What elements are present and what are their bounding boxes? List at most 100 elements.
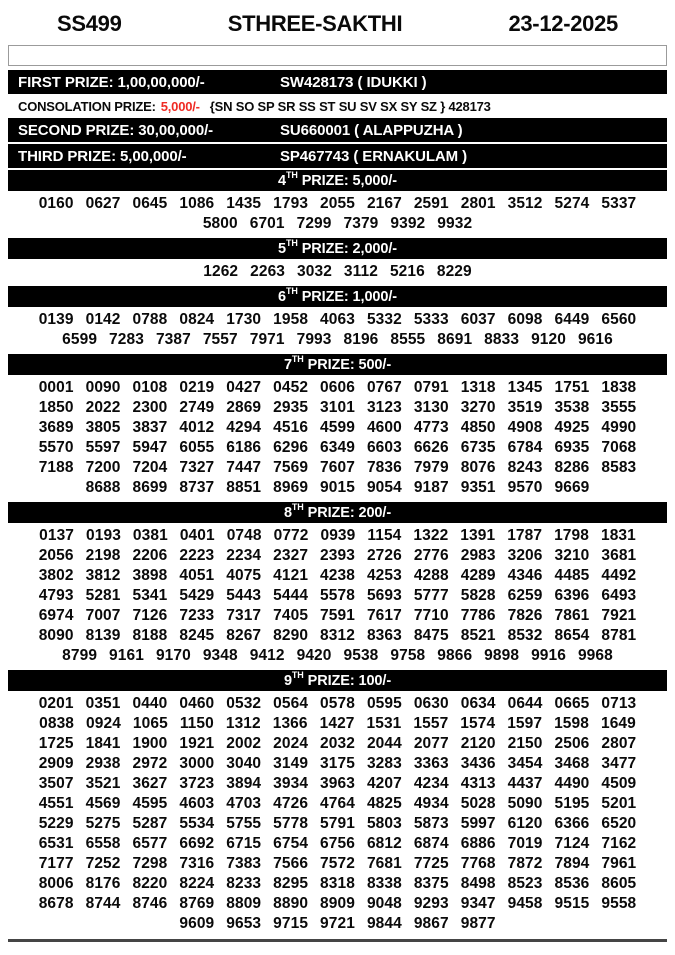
ticket-number: 7725 [413,855,449,872]
ticket-number: 4595 [132,795,168,812]
ticket-number: 8076 [460,459,496,476]
ticket-number: 6974 [38,607,74,624]
ticket-number: 6603 [366,439,402,456]
ticket-number: 9458 [507,895,543,912]
ticket-number: 3175 [320,755,355,772]
ticket-number: 1730 [226,311,262,328]
number-row: 7188 7200 7204 7327 7447 7569 7607 7836 7979 8076… [8,458,667,478]
ticket-number: 8737 [179,479,215,496]
ticket-number: 3805 [85,419,121,436]
ticket-number: 4850 [460,419,496,436]
ticket-number: 6692 [179,835,215,852]
ticket-number: 2077 [413,735,449,752]
prize-section-header: 9TH PRIZE: 100/- [8,670,667,691]
section-rows: 0001 0090 0108 0219 0427 0452 0606 0767 0791 1318… [8,377,667,500]
ticket-number: 7298 [132,855,168,872]
ticket-number: 5777 [413,587,449,604]
ticket-number: 2807 [601,735,637,752]
ticket-number: 7200 [85,459,121,476]
ticket-number: 8243 [507,459,543,476]
ticket-number: 9916 [531,647,566,664]
ticket-number: 4238 [320,567,355,584]
ticket-number: 1065 [132,715,168,732]
ticket-number: 7607 [320,459,355,476]
ticket-number: 0644 [507,695,543,712]
ticket-number: 0595 [366,695,402,712]
ticket-number: 7768 [460,855,496,872]
ticket-number: 8312 [320,627,355,644]
ticket-number: 3627 [132,775,168,792]
ticket-number: 5997 [460,815,496,832]
prize-ordinal-number: 7 [283,356,292,373]
ticket-number: 5287 [132,815,168,832]
number-row: 4793 5281 5341 5429 5443 5444 5578 5693 5777 5828… [8,586,667,606]
ticket-number: 5274 [554,195,590,212]
ticket-number: 4726 [273,795,309,812]
ticket-number: 5570 [38,439,74,456]
ticket-number: 1531 [366,715,402,732]
prize-amount-text: PRIZE: 2,000/- [297,240,397,257]
third-prize-bar: THIRD PRIZE: 5,00,000/- SP467743 ( ERNAK… [8,144,667,168]
ticket-number: 1597 [507,715,543,732]
ticket-number: 4051 [179,567,215,584]
number-row: 0137 0193 0381 0401 0748 0772 0939 1154 1322 1391… [8,526,667,546]
ticket-number: 6186 [226,439,262,456]
ticket-number: 2032 [320,735,355,752]
ticket-number: 4773 [413,419,449,436]
ticket-number: 7894 [554,855,590,872]
ticket-number: 4703 [226,795,262,812]
blank-field[interactable] [8,45,667,66]
number-row: 0201 0351 0440 0460 0532 0564 0578 0595 0630 0634… [8,694,667,714]
ticket-number: 8536 [554,875,590,892]
ticket-number: 6784 [507,439,543,456]
ticket-number: 6874 [413,835,449,852]
ticket-number: 8375 [413,875,449,892]
section-rows: 1262 2263 3032 3112 5216 8229 [8,261,667,284]
first-prize-label: FIRST PRIZE: 1,00,00,000/- [18,73,205,91]
ticket-number: 9348 [202,647,238,664]
ticket-number: 4313 [460,775,496,792]
number-row: 6974 7007 7126 7233 7317 7405 7591 7617 7710 7786… [8,606,667,626]
ticket-number: 3898 [132,567,168,584]
ticket-number: 1366 [272,715,308,732]
ticket-number: 9758 [390,647,426,664]
prize-ordinal-suffix: TH [291,353,304,364]
ticket-number: 7327 [179,459,215,476]
ticket-number: 3519 [507,399,543,416]
prize-sections: 4TH PRIZE: 5,000/- 0160 0627 0645 1086 1435 1… [8,170,667,936]
ticket-number: 1798 [554,527,589,544]
ticket-number: 5755 [226,815,262,832]
ticket-number: 7681 [366,855,402,872]
ticket-number: 0713 [601,695,637,712]
ticket-number: 7971 [249,331,285,348]
ticket-number: 8139 [85,627,121,644]
section-rows: 0137 0193 0381 0401 0748 0772 0939 1154 1322 1391… [8,525,667,668]
ticket-number: 4599 [320,419,355,436]
ticket-number: 8521 [460,627,496,644]
prize-section-title: 9TH PRIZE: 100/- [284,670,391,688]
ticket-number: 5090 [507,795,543,812]
ticket-number: 3894 [226,775,262,792]
ticket-number: 3521 [85,775,121,792]
consolation-amount: 5,000/- [160,98,200,114]
ticket-number: 6120 [507,815,543,832]
bottom-divider [8,939,667,942]
ticket-number: 0838 [39,715,75,732]
prize-amount-text: PRIZE: 1,000/- [297,288,397,305]
number-row: 6531 6558 6577 6692 6715 6754 6756 6812 6874 6886… [8,834,667,854]
ticket-number: 9715 [273,915,309,932]
ticket-number: 5429 [179,587,215,604]
ticket-number: 0401 [179,527,215,544]
ticket-number: 7826 [507,607,543,624]
ticket-number: 5828 [460,587,496,604]
first-prize-bar: FIRST PRIZE: 1,00,00,000/- SW428173 ( ID… [8,70,667,94]
ticket-number: 4012 [179,419,215,436]
prize-section-title: 8TH PRIZE: 200/- [284,502,391,520]
ticket-number: 6520 [601,815,637,832]
ticket-number: 3363 [413,755,449,772]
ticket-number: 9968 [577,647,613,664]
ticket-number: 6531 [38,835,74,852]
ticket-number: 0788 [132,311,168,328]
ticket-number: 1322 [413,527,449,544]
prize-section-title: 7TH PRIZE: 500/- [283,353,391,373]
